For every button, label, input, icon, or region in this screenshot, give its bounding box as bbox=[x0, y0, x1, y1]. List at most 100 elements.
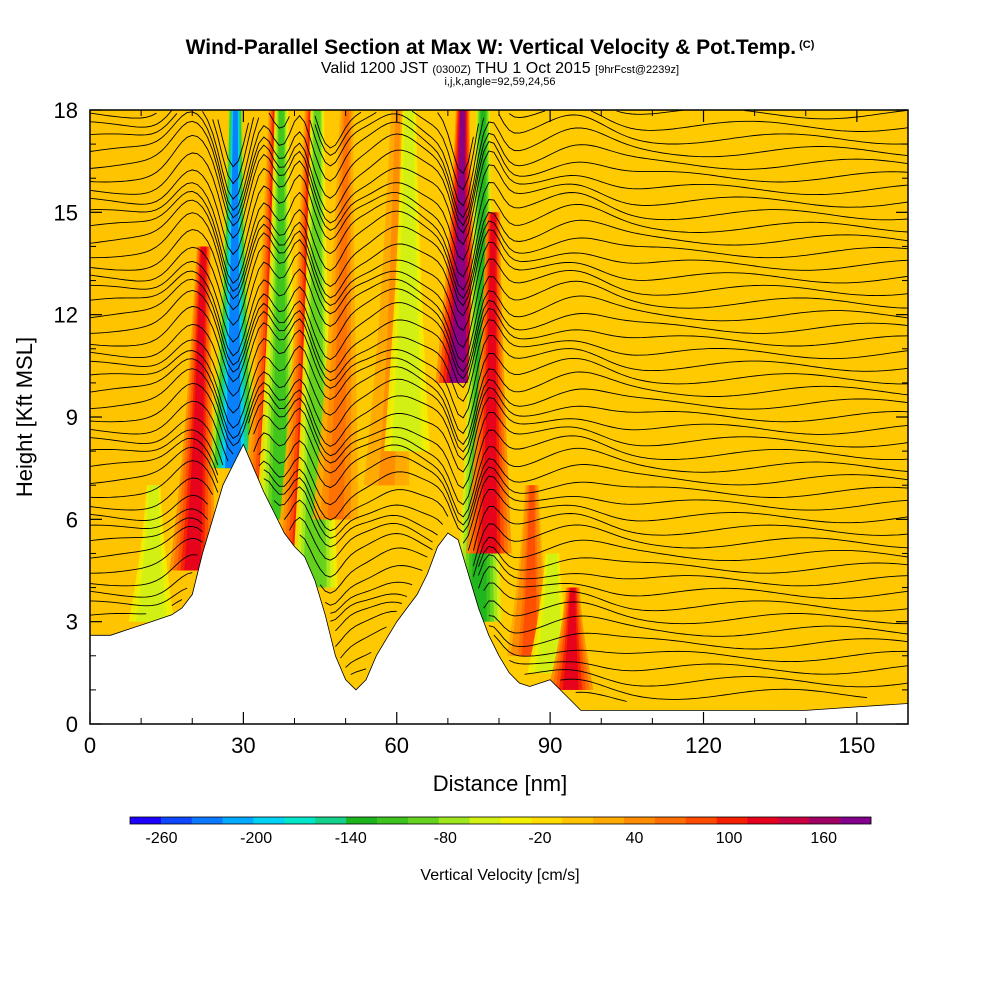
x-tick-label: 30 bbox=[231, 733, 255, 758]
isentrope-line bbox=[90, 537, 908, 594]
colorbar-swatch bbox=[160, 817, 193, 824]
colorbar-swatch bbox=[130, 817, 162, 824]
isentrope-line bbox=[90, 446, 908, 526]
isentrope-line bbox=[524, 669, 908, 688]
isentrope-line bbox=[90, 120, 908, 227]
colorbar-tick-label: -140 bbox=[335, 830, 367, 847]
velocity-band bbox=[143, 485, 160, 622]
colorbar-swatch bbox=[407, 817, 440, 824]
colorbar-label: Vertical Velocity [cm/s] bbox=[420, 867, 579, 884]
colorbar-swatch bbox=[438, 817, 470, 824]
isentrope-line bbox=[90, 251, 908, 349]
y-tick-label: 15 bbox=[54, 200, 78, 225]
isentrope-line bbox=[90, 160, 908, 261]
colorbar-swatch bbox=[346, 817, 378, 824]
isentrope-line bbox=[90, 110, 908, 191]
isentrope-line bbox=[90, 290, 908, 380]
velocity-band bbox=[521, 485, 538, 656]
colorbar-swatch bbox=[253, 817, 285, 824]
isentrope-line bbox=[90, 486, 908, 551]
y-axis-label: Height [Kft MSL] bbox=[12, 337, 37, 497]
isentrope-line bbox=[90, 329, 908, 419]
isentrope-line bbox=[90, 599, 908, 632]
isentrope-line bbox=[575, 691, 627, 702]
colorbar-swatch bbox=[840, 817, 872, 824]
y-tick-label: 6 bbox=[66, 507, 78, 532]
isentrope-line bbox=[90, 190, 908, 291]
isentrope-line bbox=[90, 358, 908, 446]
colorbar-tick-label: -20 bbox=[528, 830, 551, 847]
x-tick-label: 60 bbox=[385, 733, 409, 758]
y-axis-ticks: 0 3 6 9 12 15 18 bbox=[54, 98, 908, 737]
colorbar-swatch bbox=[315, 817, 347, 824]
isentrope-line bbox=[90, 134, 908, 234]
isentrope-line bbox=[90, 382, 908, 461]
colorbar-swatch bbox=[747, 817, 779, 824]
colorbar-tick-label: 40 bbox=[626, 830, 644, 847]
colorbar-tick-label: 160 bbox=[810, 830, 837, 847]
isentrope-line bbox=[90, 229, 908, 317]
isentrope-line bbox=[90, 516, 908, 567]
isentrope-line bbox=[90, 278, 908, 373]
colorbar-swatch bbox=[191, 817, 223, 824]
colorbar-swatch bbox=[531, 817, 563, 824]
velocity-band bbox=[562, 587, 579, 690]
isentrope-line bbox=[90, 397, 908, 473]
colorbar-tick-label: -260 bbox=[146, 830, 178, 847]
x-tick-label: 120 bbox=[685, 733, 722, 758]
isentrope-line bbox=[90, 150, 908, 246]
colorbar-swatch bbox=[593, 817, 625, 824]
colorbar-tick-label: -80 bbox=[434, 830, 457, 847]
velocity-feature bbox=[547, 587, 594, 690]
colorbar-swatch bbox=[685, 817, 717, 824]
y-tick-label: 18 bbox=[54, 98, 78, 123]
isentrope-line bbox=[90, 111, 908, 219]
isentrope-line bbox=[560, 678, 868, 700]
colorbar bbox=[129, 816, 872, 825]
colorbar-swatch bbox=[778, 817, 810, 824]
colorbar-swatch bbox=[809, 817, 841, 824]
isentrope-line bbox=[90, 460, 908, 534]
isentrope-line bbox=[335, 610, 908, 647]
velocity-feature bbox=[384, 110, 430, 452]
colorbar-swatch bbox=[624, 817, 656, 824]
y-tick-label: 9 bbox=[66, 405, 78, 430]
isentrope-line bbox=[90, 268, 908, 363]
chart-subtitle: Valid 1200 JST (0300Z) THU 1 Oct 2015 [9… bbox=[320, 60, 680, 77]
x-tick-label: 150 bbox=[839, 733, 876, 758]
isentrope-line bbox=[345, 634, 908, 668]
colorbar-swatch bbox=[654, 817, 687, 824]
isentrope-line bbox=[90, 475, 908, 544]
isentrope-line bbox=[90, 422, 908, 506]
colorbar-tick-label: -200 bbox=[240, 830, 272, 847]
plot-area bbox=[89, 109, 909, 725]
colorbar-tick-label: 100 bbox=[716, 830, 743, 847]
terrain-mask bbox=[89, 443, 909, 725]
colorbar-swatch bbox=[562, 817, 594, 824]
isentrope-line bbox=[90, 499, 908, 551]
x-tick-label: 0 bbox=[84, 733, 96, 758]
colorbar-swatch bbox=[716, 817, 748, 824]
colorbar-swatch bbox=[222, 817, 254, 824]
isentrope-line bbox=[90, 110, 908, 175]
isentrope-line bbox=[90, 111, 908, 207]
isentrope-line bbox=[90, 199, 908, 300]
isentrope-line bbox=[90, 554, 908, 606]
isentrope-line bbox=[90, 212, 908, 307]
colorbar-swatch bbox=[284, 817, 316, 824]
isentrope-line bbox=[90, 437, 908, 518]
isentrope-line bbox=[90, 305, 908, 389]
colorbar-swatch bbox=[377, 817, 409, 824]
isentrope-line bbox=[90, 239, 908, 332]
chart-title: Wind-Parallel Section at Max W: Vertical… bbox=[185, 36, 815, 59]
isentrope-line bbox=[90, 566, 908, 614]
x-axis-ticks: 0 30 60 90 120 150 bbox=[84, 110, 875, 758]
y-tick-label: 12 bbox=[54, 303, 78, 328]
isentrope-line bbox=[340, 625, 908, 659]
isentrope-line bbox=[90, 318, 908, 402]
isentrope-line bbox=[90, 368, 908, 453]
colorbar-swatch bbox=[469, 817, 501, 824]
isentrope-line bbox=[90, 345, 908, 435]
isentrope-line bbox=[90, 174, 908, 278]
